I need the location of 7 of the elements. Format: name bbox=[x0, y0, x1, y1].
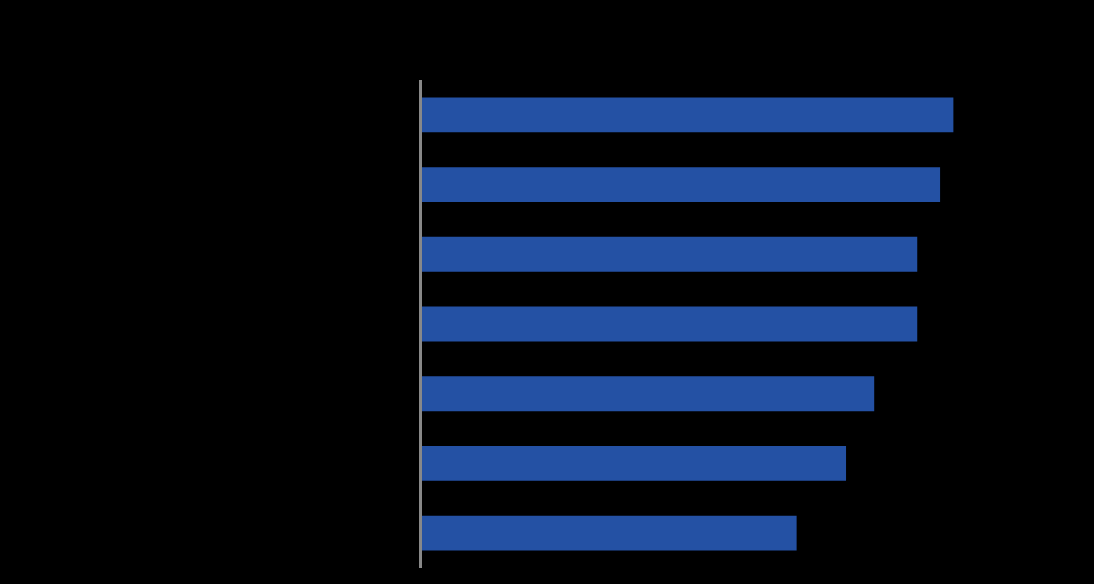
bar bbox=[422, 167, 941, 202]
bar bbox=[422, 306, 918, 342]
bar bbox=[422, 236, 918, 272]
bar bbox=[422, 515, 797, 551]
bar bbox=[422, 446, 847, 481]
bar bbox=[422, 376, 875, 412]
bar bbox=[422, 97, 954, 133]
